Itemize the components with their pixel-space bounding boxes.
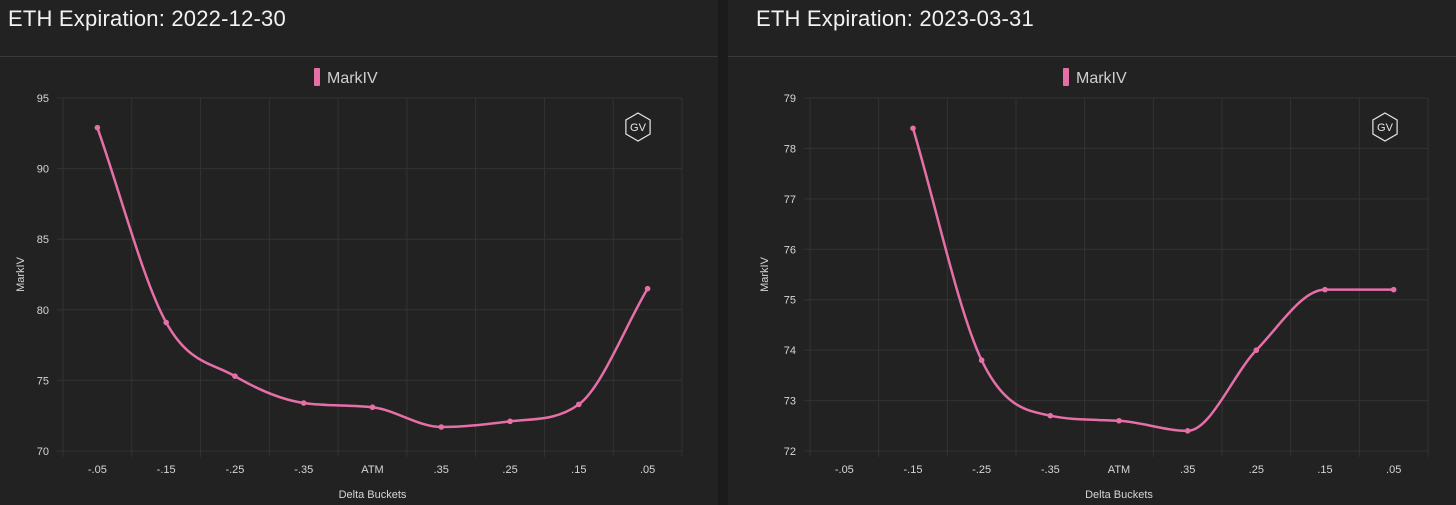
data-point[interactable] [1116,417,1122,424]
y-tick-label: 75 [37,375,49,387]
gv-logo: GV [625,112,651,142]
x-tick-label: .05 [640,464,655,476]
data-point[interactable] [978,357,985,364]
y-axis-title: MarkIV [759,256,771,292]
x-tick-label: ATM [1108,464,1130,476]
panel-divider [718,0,728,505]
x-tick-label: -.05 [88,464,107,476]
data-point[interactable] [163,319,169,326]
gridlines [804,97,1429,457]
data-point[interactable] [507,418,513,425]
y-tick-label: 85 [37,234,49,246]
data-point[interactable] [369,404,376,411]
y-tick-label: 72 [784,446,796,458]
markiv-line-chart-1: 70 75 80 85 90 95 -.05 -.15 -.25 -.35 ATM .35 .25 .15… [15,68,683,501]
data-point[interactable] [644,285,651,292]
panel-header: ETH Expiration: 2022-12-30 [0,0,718,57]
legend-swatch [314,68,320,86]
x-tick-label: -.05 [835,464,854,476]
gv-logo: GV [1372,112,1398,142]
hexagon-icon [625,112,651,142]
logo-text: GV [1377,122,1394,134]
x-tick-label: -.15 [157,464,176,476]
panel-header: ETH Expiration: 2023-03-31 [728,0,1456,57]
y-tick-label: 74 [784,345,796,357]
data-point[interactable] [300,400,307,406]
y-tick-label: 77 [784,194,796,206]
y-tick-label: 70 [37,446,49,458]
hexagon-icon [1372,112,1398,142]
legend-label: MarkIV [327,70,378,87]
data-point[interactable] [1253,347,1260,353]
legend[interactable]: MarkIV [1063,68,1127,87]
x-axis-title: Delta Buckets [339,489,407,501]
gridlines [57,97,683,457]
y-tick-label: 78 [784,143,796,155]
logo-text: GV [630,122,647,134]
x-tick-label: .15 [571,464,586,476]
y-tick-label: 90 [37,164,49,176]
chart-panel-1: ETH Expiration: 2022-12-30 70 75 80 85 90 95 -… [0,0,718,505]
data-point[interactable] [438,424,445,430]
x-tick-label: -.15 [904,464,923,476]
y-tick-label: 73 [784,396,796,408]
legend[interactable]: MarkIV [314,68,378,87]
x-tick-label: -.25 [225,464,244,476]
x-tick-label: .05 [1386,464,1401,476]
data-point[interactable] [1322,286,1328,293]
x-tick-label: -.25 [972,464,991,476]
x-axis-title: Delta Buckets [1085,489,1153,501]
series-line-markiv [911,127,1395,433]
data-point[interactable] [1390,286,1397,293]
legend-swatch [1063,68,1069,86]
y-tick-label: 75 [784,295,796,307]
data-point[interactable] [910,125,916,132]
panel-title: ETH Expiration: 2023-03-31 [756,6,1034,31]
x-tick-label: .15 [1317,464,1332,476]
x-tick-label: -.35 [294,464,313,476]
markiv-line-chart-2: 72 73 74 75 76 77 78 79 -.05 -.15 -.25 -.35 ATM .35 .2… [759,68,1429,501]
y-axis-title: MarkIV [15,256,27,292]
x-tick-label: .35 [434,464,449,476]
y-tick-label: 95 [37,93,49,105]
data-point[interactable] [1047,412,1054,419]
legend-label: MarkIV [1076,70,1127,87]
series-line-markiv [96,126,649,429]
x-tick-label: -.35 [1041,464,1060,476]
x-tick-label: .25 [502,464,517,476]
data-point[interactable] [232,373,238,379]
data-point[interactable] [94,124,101,131]
y-tick-label: 79 [784,93,796,105]
x-tick-label: .35 [1180,464,1195,476]
data-point[interactable] [1184,428,1191,434]
chart-panel-2: ETH Expiration: 2023-03-31 72 73 74 75 76 77 7… [728,0,1456,505]
y-tick-label: 76 [784,244,796,256]
x-tick-label: ATM [361,464,383,476]
data-point[interactable] [576,401,582,408]
x-tick-label: .25 [1249,464,1264,476]
panel-title: ETH Expiration: 2022-12-30 [8,6,286,31]
y-tick-label: 80 [37,305,49,317]
